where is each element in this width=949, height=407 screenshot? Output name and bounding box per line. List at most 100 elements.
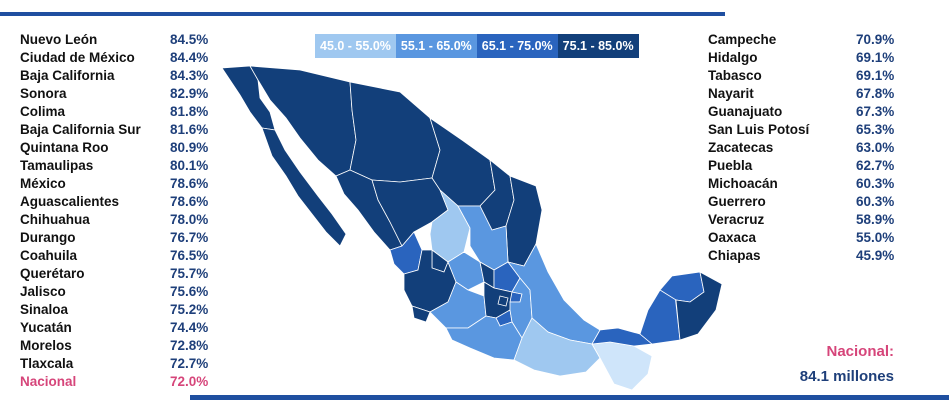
state-percentage: 81.6% [170, 121, 209, 137]
state-list-left: Nuevo León 84.5% Ciudad de México 84.4% Baja… [20, 30, 230, 390]
national-total-label: Nacional: [826, 343, 894, 360]
legend-swatch: 45.0 - 55.0% [315, 34, 396, 58]
state-percentage: 63.0% [856, 139, 895, 155]
state-percentage: 45.9% [856, 247, 895, 263]
bottom-rule [190, 395, 949, 400]
state-name: Zacatecas [708, 139, 774, 155]
state-name: Quintana Roo [20, 139, 109, 155]
state-percentage: 84.3% [170, 67, 209, 83]
state-percentage: 55.0% [856, 229, 895, 245]
state-row: Sonora 82.9% [20, 84, 230, 102]
state-row: San Luis Potosí 65.3% [708, 120, 902, 138]
state-row: Nayarit 67.8% [708, 84, 902, 102]
state-name: Durango [20, 229, 76, 245]
state-row: Michoacán 60.3% [708, 174, 902, 192]
state-percentage: 75.6% [170, 283, 209, 299]
state-percentage: 69.1% [856, 67, 895, 83]
legend-swatch: 55.1 - 65.0% [395, 34, 477, 58]
state-percentage: 67.8% [856, 85, 895, 101]
top-rule [0, 12, 725, 16]
state-row: Baja California 84.3% [20, 66, 230, 84]
state-name: Nacional [20, 373, 77, 389]
state-name: Nuevo León [20, 31, 98, 47]
state-baja-california-sur [261, 127, 347, 247]
state-name: Baja California Sur [20, 121, 141, 137]
state-name: Campeche [708, 31, 777, 47]
state-row: Sinaloa 75.2% [20, 300, 230, 318]
legend-swatch: 65.1 - 75.0% [476, 34, 558, 58]
state-name: Puebla [708, 157, 753, 173]
state-percentage: 84.5% [170, 31, 209, 47]
state-row: Baja California Sur 81.6% [20, 120, 230, 138]
state-name: Morelos [20, 337, 72, 353]
state-row: Querétaro 75.7% [20, 264, 230, 282]
state-row: Tlaxcala 72.7% [20, 354, 230, 372]
state-percentage: 75.7% [170, 265, 209, 281]
state-tabasco [591, 327, 653, 347]
state-row: Zacatecas 63.0% [708, 138, 902, 156]
state-percentage: 75.2% [170, 301, 209, 317]
state-percentage: 84.4% [170, 49, 209, 65]
state-row: Nacional 72.0% [20, 372, 230, 390]
state-percentage: 67.3% [856, 103, 895, 119]
state-name: Oaxaca [708, 229, 757, 245]
state-percentage: 82.9% [170, 85, 209, 101]
state-name: Jalisco [20, 283, 66, 299]
state-row: Ciudad de México 84.4% [20, 48, 230, 66]
state-row: Durango 76.7% [20, 228, 230, 246]
state-percentage: 62.7% [856, 157, 895, 173]
state-name: Aguascalientes [20, 193, 120, 209]
state-row: Guanajuato 67.3% [708, 102, 902, 120]
state-chihuahua [349, 81, 441, 183]
state-ciudad-de-mexico [497, 295, 509, 307]
state-colima [411, 305, 431, 323]
state-row: Morelos 72.8% [20, 336, 230, 354]
state-percentage: 58.9% [856, 211, 895, 227]
state-quintana-roo [675, 271, 723, 341]
state-row: Tabasco 69.1% [708, 66, 902, 84]
state-percentage: 78.6% [170, 193, 209, 209]
national-total-value: 84.1 millones [799, 368, 894, 385]
state-name: Sinaloa [20, 301, 69, 317]
state-name: Michoacán [708, 175, 778, 191]
state-name: San Luis Potosí [708, 121, 810, 137]
state-percentage: 72.8% [170, 337, 209, 353]
state-percentage: 78.0% [170, 211, 209, 227]
state-percentage: 81.8% [170, 103, 209, 119]
state-row: Aguascalientes 78.6% [20, 192, 230, 210]
state-percentage: 69.1% [856, 49, 895, 65]
state-percentage: 60.3% [856, 193, 895, 209]
state-percentage: 80.1% [170, 157, 209, 173]
state-name: Guerrero [708, 193, 766, 209]
state-percentage: 76.7% [170, 229, 209, 245]
state-row: Jalisco 75.6% [20, 282, 230, 300]
state-row: Hidalgo 69.1% [708, 48, 902, 66]
state-name: Tabasco [708, 67, 762, 83]
state-row: Coahuila 76.5% [20, 246, 230, 264]
state-name: Querétaro [20, 265, 85, 281]
state-percentage: 72.7% [170, 355, 209, 371]
state-percentage: 78.6% [170, 175, 209, 191]
state-row: Colima 81.8% [20, 102, 230, 120]
state-percentage: 74.4% [170, 319, 209, 335]
state-row: Yucatán 74.4% [20, 318, 230, 336]
state-percentage: 80.9% [170, 139, 209, 155]
state-name: Chiapas [708, 247, 761, 263]
state-row: Tamaulipas 80.1% [20, 156, 230, 174]
state-chiapas [591, 341, 653, 391]
state-percentage: 76.5% [170, 247, 209, 263]
state-name: Coahuila [20, 247, 78, 263]
state-name: Chihuahua [20, 211, 90, 227]
state-row: Oaxaca 55.0% [708, 228, 902, 246]
map-legend: 45.0 - 55.0% 55.1 - 65.0% 65.1 - 75.0% 75.1… [315, 34, 639, 58]
legend-swatch: 75.1 - 85.0% [557, 34, 639, 58]
state-row: Campeche 70.9% [708, 30, 902, 48]
state-name: Sonora [20, 85, 67, 101]
state-name: Guanajuato [708, 103, 783, 119]
state-percentage: 60.3% [856, 175, 895, 191]
state-row: Chihuahua 78.0% [20, 210, 230, 228]
state-name: Veracruz [708, 211, 765, 227]
state-name: Baja California [20, 67, 115, 83]
state-name: Nayarit [708, 85, 754, 101]
state-name: México [20, 175, 66, 191]
